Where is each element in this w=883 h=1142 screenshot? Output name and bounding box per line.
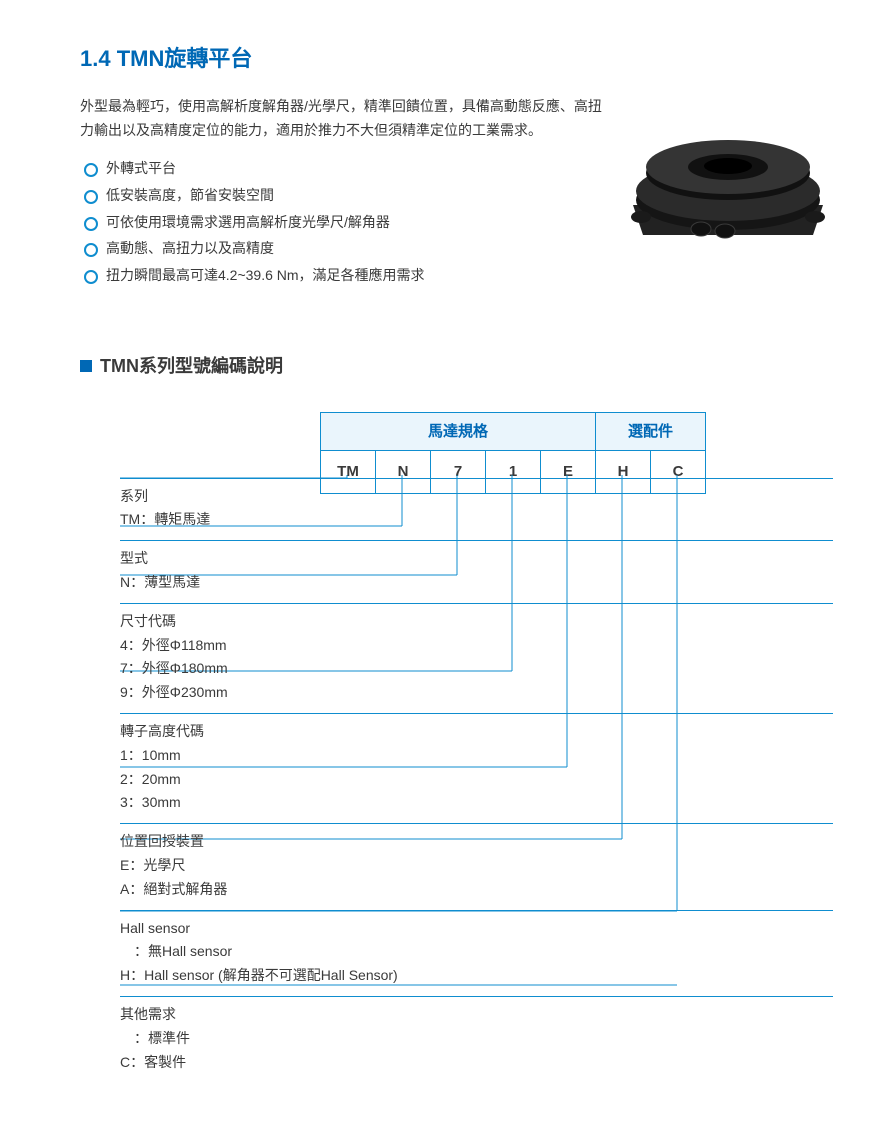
- intro-text: 外型最為輕巧，使用高解析度解角器/光學尺，精準回饋位置，具備高動態反應、高扭力輸…: [80, 95, 603, 143]
- group-item: H：Hall sensor (解角器不可選配Hall Sensor): [120, 964, 833, 988]
- feature-item: 可依使用環境需求選用高解析度光學尺/解角器: [84, 211, 603, 235]
- code-group: 轉子高度代碼1：10mm2：20mm3：30mm: [120, 713, 833, 823]
- group-item: A：絕對式解角器: [120, 878, 833, 902]
- code-group: 系列TM：轉矩馬達: [120, 478, 833, 541]
- group-item: C：客製件: [120, 1051, 833, 1075]
- code-group: 尺寸代碼4：外徑Φ118mm7：外徑Φ180mm9：外徑Φ230mm: [120, 603, 833, 713]
- code-group: 其他需求 ：標準件C：客製件: [120, 996, 833, 1082]
- feature-item: 高動態、高扭力以及高精度: [84, 237, 603, 261]
- group-item: E：光學尺: [120, 854, 833, 878]
- group-item: ：無Hall sensor: [120, 940, 833, 964]
- code-group: Hall sensor ：無Hall sensorH：Hall sensor (…: [120, 910, 833, 996]
- subheading: TMN系列型號編碼說明: [80, 351, 833, 382]
- group-title: Hall sensor: [120, 917, 833, 941]
- feature-item: 低安裝高度，節省安裝空間: [84, 184, 603, 208]
- feature-item: 扭力瞬間最高可達4.2~39.6 Nm，滿足各種應用需求: [84, 264, 603, 288]
- group-item: 3：30mm: [120, 791, 833, 815]
- group-item: 2：20mm: [120, 768, 833, 792]
- group-item: TM：轉矩馬達: [120, 508, 833, 532]
- page-title: 1.4 TMN旋轉平台: [80, 40, 833, 77]
- group-title: 其他需求: [120, 1003, 833, 1027]
- th-options: 選配件: [596, 412, 706, 451]
- code-group: 型式N：薄型馬達: [120, 540, 833, 603]
- group-title: 型式: [120, 547, 833, 571]
- group-title: 系列: [120, 485, 833, 509]
- group-item: 4：外徑Φ118mm: [120, 634, 833, 658]
- group-title: 位置回授裝置: [120, 830, 833, 854]
- product-image: [623, 95, 833, 263]
- group-item: ：標準件: [120, 1027, 833, 1051]
- feature-item: 外轉式平台: [84, 157, 603, 181]
- code-group: 位置回授裝置E：光學尺A：絕對式解角器: [120, 823, 833, 909]
- group-item: 1：10mm: [120, 744, 833, 768]
- feature-list: 外轉式平台 低安裝高度，節省安裝空間 可依使用環境需求選用高解析度光學尺/解角器…: [84, 157, 603, 288]
- group-item: 9：外徑Φ230mm: [120, 681, 833, 705]
- group-item: 7：外徑Φ180mm: [120, 657, 833, 681]
- group-title: 轉子高度代碼: [120, 720, 833, 744]
- group-item: N：薄型馬達: [120, 571, 833, 595]
- th-spec: 馬達規格: [321, 412, 596, 451]
- group-title: 尺寸代碼: [120, 610, 833, 634]
- coding-diagram: 馬達規格 選配件 TM N 7 1 E H C 系列TM：轉矩馬達型式N：薄型馬…: [80, 412, 833, 1083]
